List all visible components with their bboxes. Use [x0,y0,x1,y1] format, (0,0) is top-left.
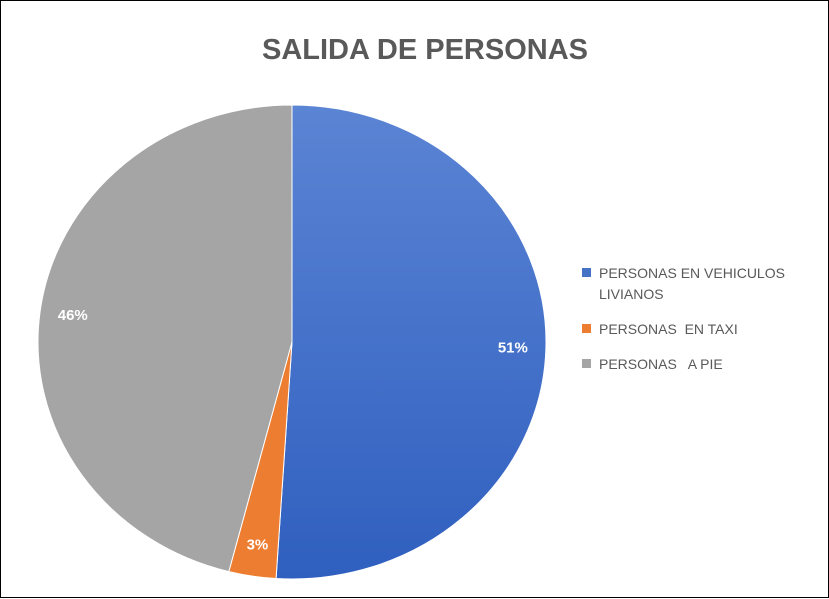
legend-item: PERSONAS EN TAXI [582,319,824,340]
data-label: 3% [247,537,269,554]
data-label: 51% [498,339,528,356]
pie-slice [37,104,293,573]
legend-swatch [582,268,591,277]
legend-label: PERSONAS A PIE [599,356,723,372]
data-label: 46% [58,307,88,324]
legend-item: PERSONAS EN VEHICULOS LIVIANOS [582,263,824,305]
chart-title: SALIDA DE PERSONAS [262,34,588,66]
pie-slice [275,104,547,580]
legend-item: PERSONAS A PIE [582,354,824,375]
legend-label: PERSONAS EN VEHICULOS LIVIANOS [599,265,789,302]
legend-swatch [582,359,591,368]
legend-label: PERSONAS EN TAXI [599,321,738,337]
legend: PERSONAS EN VEHICULOS LIVIANOS PERSONAS E… [582,263,822,389]
legend-swatch [582,324,591,333]
